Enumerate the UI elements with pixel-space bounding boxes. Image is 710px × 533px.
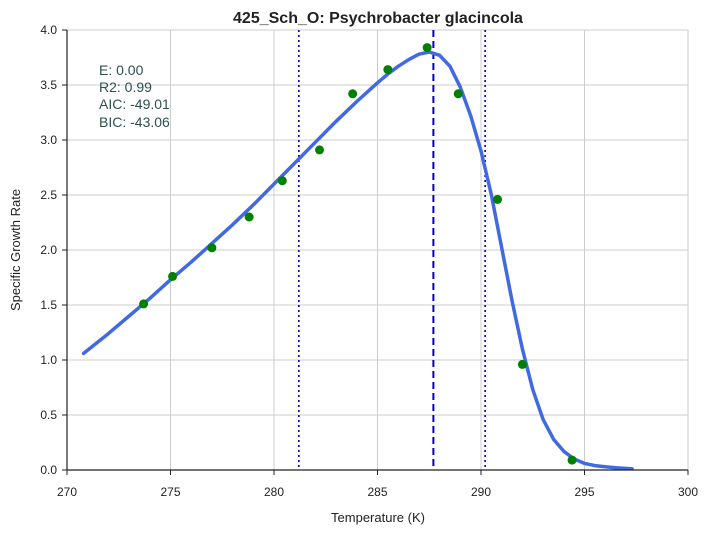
- data-point-7: [383, 65, 393, 75]
- data-point-9: [453, 89, 463, 99]
- data-point-8: [422, 43, 432, 53]
- y-tick-label-6: 3.0: [40, 133, 57, 147]
- y-tick-label-8: 4.0: [40, 23, 57, 37]
- data-point-11: [517, 359, 527, 369]
- axes: [62, 29, 689, 475]
- stat-aic: AIC: -49.01: [99, 96, 170, 112]
- fit-curve-layer: [81, 50, 634, 471]
- data-point-5: [315, 145, 325, 155]
- reference-lines: [298, 30, 486, 470]
- x-tick-label-5: 295: [574, 485, 594, 499]
- y-tick-label-3: 1.5: [40, 298, 57, 312]
- data-point-1: [168, 271, 178, 281]
- y-tick-label-1: 0.5: [40, 408, 57, 422]
- x-tick-label-0: 270: [57, 485, 77, 499]
- fit-statistics: E: 0.00 R2: 0.99 AIC: -49.01 BIC: -43.06: [99, 62, 170, 130]
- x-tick-label-3: 285: [367, 485, 387, 499]
- chart-title: 425_Sch_O: Psychrobacter glacincola: [233, 10, 523, 27]
- data-point-6: [348, 89, 358, 99]
- y-tick-label-7: 3.5: [40, 78, 57, 92]
- x-axis-label: Temperature (K): [331, 510, 425, 525]
- data-point-0: [139, 299, 149, 309]
- data-point-3: [244, 212, 254, 222]
- y-tick-label-2: 1.0: [40, 353, 57, 367]
- stat-e: E: 0.00: [99, 62, 144, 78]
- fit-curve: [81, 50, 634, 471]
- x-tick-label-6: 300: [678, 485, 698, 499]
- data-point-4: [277, 176, 287, 186]
- stat-bic: BIC: -43.06: [99, 114, 170, 130]
- y-tick-label-5: 2.5: [40, 188, 57, 202]
- x-tick-labels: 270 275 280 285 290 295 300: [57, 485, 698, 499]
- data-points: [139, 43, 577, 465]
- x-tick-label-1: 275: [160, 485, 180, 499]
- stat-r2: R2: 0.99: [99, 79, 152, 95]
- grid: [66, 29, 689, 471]
- data-point-12: [567, 455, 577, 465]
- y-axis-label: Specific Growth Rate: [8, 189, 23, 311]
- y-tick-labels: 0.0 0.5 1.0 1.5 2.0 2.5 3.0 3.5 4.0: [40, 23, 57, 477]
- y-tick-label-4: 2.0: [40, 243, 57, 257]
- data-point-2: [207, 243, 217, 253]
- x-tick-label-2: 280: [264, 485, 284, 499]
- x-tick-label-4: 290: [471, 485, 491, 499]
- y-tick-label-0: 0.0: [40, 463, 57, 477]
- data-point-10: [493, 194, 503, 204]
